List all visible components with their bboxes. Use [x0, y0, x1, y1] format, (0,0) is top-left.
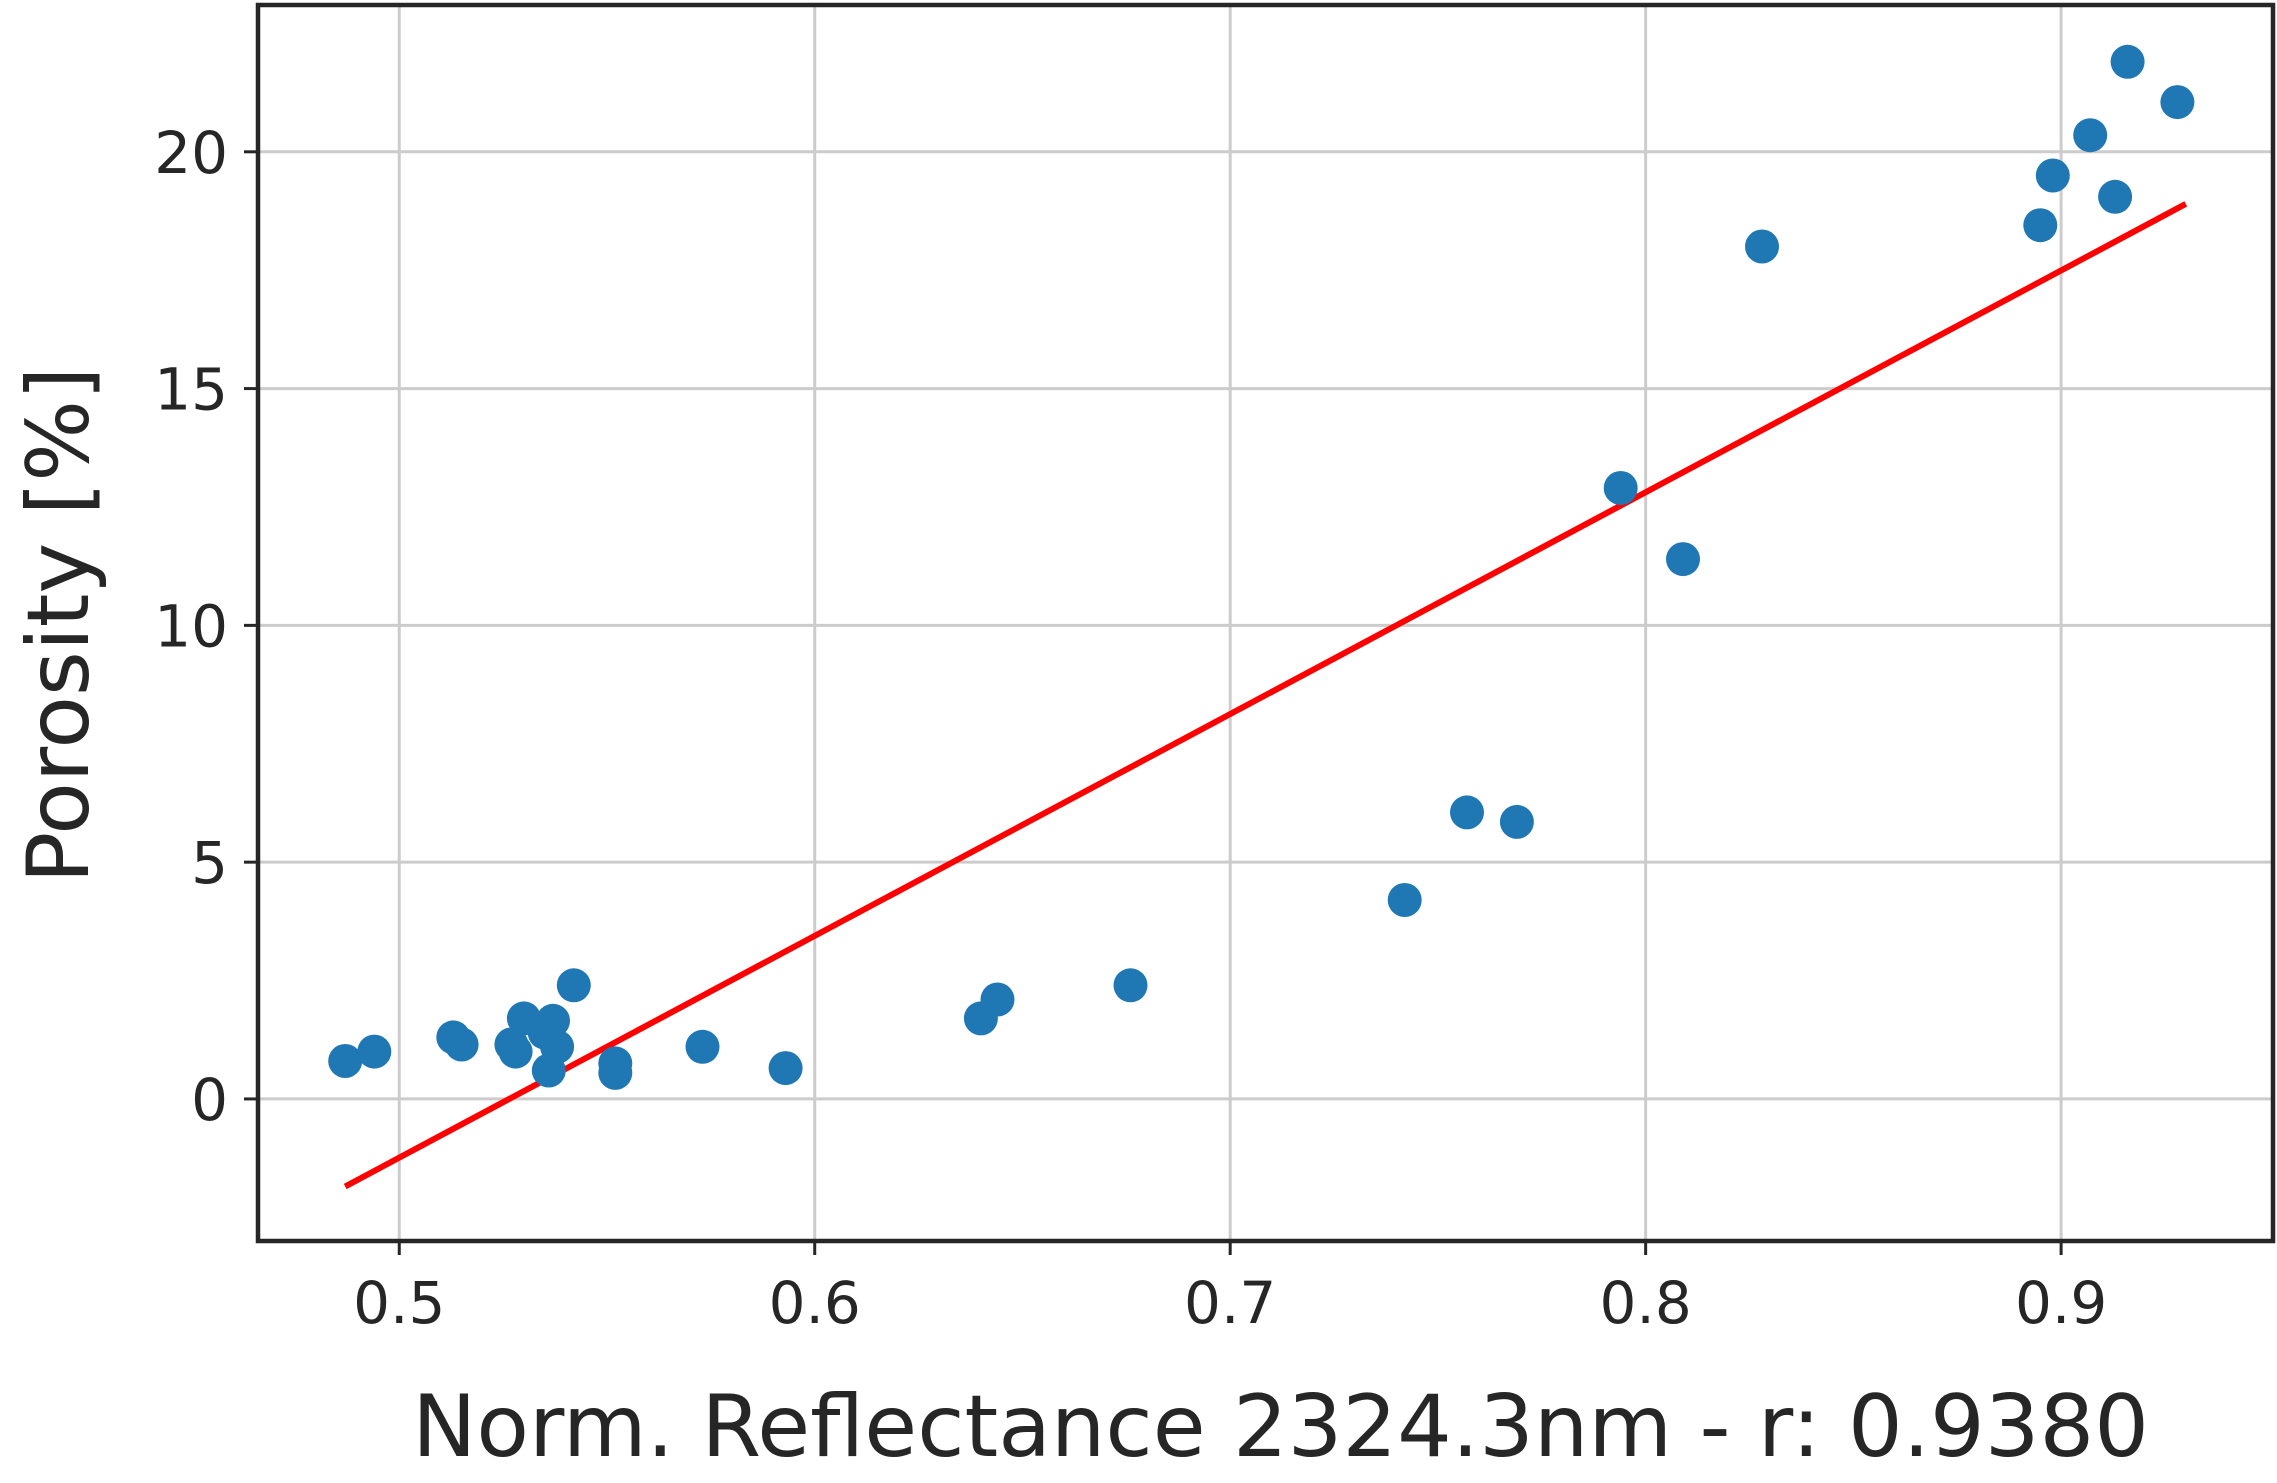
regression-line	[343, 201, 2188, 1190]
data-point	[1745, 229, 1779, 264]
data-point	[536, 1003, 570, 1038]
data-point	[1450, 795, 1484, 830]
data-point	[1666, 542, 1700, 577]
data-point	[357, 1034, 392, 1069]
data-point	[980, 982, 1015, 1017]
data-point	[685, 1029, 720, 1064]
x-tick-label: 0.5	[353, 1269, 445, 1337]
data-point	[598, 1055, 633, 1090]
y-axis-ticks: 0 5 10 15 20	[154, 119, 258, 1134]
data-point	[2035, 158, 2070, 193]
x-tick-label: 0.8	[1600, 1269, 1692, 1337]
y-tick-label: 15	[154, 356, 228, 424]
data-point	[444, 1027, 479, 1062]
x-tick-label: 0.9	[2015, 1269, 2107, 1337]
y-grid-lines	[258, 150, 2273, 1101]
data-points-layer	[328, 44, 2195, 1090]
y-axis-label: Porosity [%]	[9, 367, 109, 884]
data-point	[2160, 85, 2195, 120]
regression-line-layer	[343, 201, 2188, 1190]
y-tick-label: 20	[154, 119, 228, 187]
plot-frame	[255, 2, 2276, 1244]
y-tick-label: 0	[191, 1066, 228, 1134]
y-tick-label: 10	[154, 592, 228, 660]
data-point	[498, 1034, 533, 1069]
data-point	[2098, 179, 2133, 214]
data-point	[1387, 883, 1422, 917]
data-point	[1113, 968, 1148, 1003]
data-point	[556, 968, 591, 1003]
data-point	[2023, 208, 2058, 243]
data-point	[328, 1044, 363, 1078]
data-point	[768, 1051, 803, 1086]
data-point	[2110, 44, 2145, 79]
x-axis-ticks: 0.5 0.6 0.7 0.8 0.9	[353, 1241, 2107, 1337]
x-tick-label: 0.7	[1184, 1269, 1276, 1337]
data-point	[540, 1029, 575, 1064]
x-tick-label: 0.6	[769, 1269, 861, 1337]
data-point	[1603, 471, 1638, 505]
data-point	[1499, 804, 1534, 839]
x-grid-lines	[397, 5, 2063, 1241]
x-axis-label: Norm. Reflectance 2324.3nm - r: 0.9380	[412, 1377, 2149, 1477]
data-point	[2073, 118, 2108, 153]
y-tick-label: 5	[191, 829, 228, 897]
